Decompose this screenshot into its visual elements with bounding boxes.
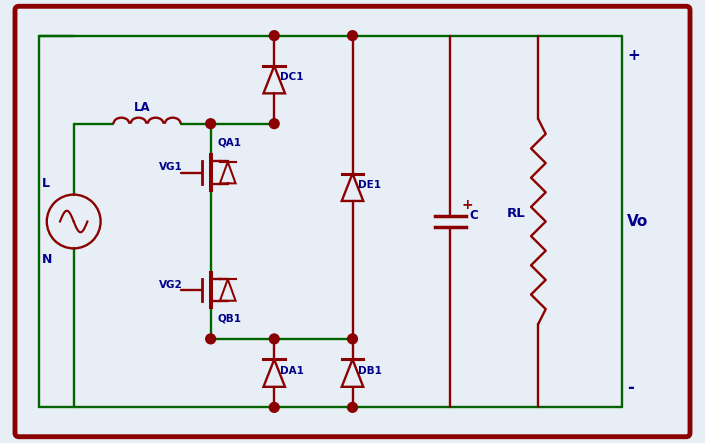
Text: QB1: QB1 bbox=[218, 314, 242, 324]
Text: Vo: Vo bbox=[627, 214, 649, 229]
Circle shape bbox=[348, 31, 357, 40]
Text: +: + bbox=[461, 198, 473, 212]
Circle shape bbox=[269, 403, 279, 412]
Text: L: L bbox=[42, 177, 50, 190]
Circle shape bbox=[269, 119, 279, 128]
Circle shape bbox=[348, 334, 357, 344]
Text: DA1: DA1 bbox=[280, 365, 304, 376]
Text: C: C bbox=[469, 209, 478, 222]
Text: DB1: DB1 bbox=[358, 365, 382, 376]
FancyBboxPatch shape bbox=[15, 6, 690, 437]
Text: N: N bbox=[42, 253, 52, 266]
Text: VG1: VG1 bbox=[159, 162, 183, 172]
Circle shape bbox=[269, 334, 279, 344]
Text: VG2: VG2 bbox=[159, 280, 183, 290]
Text: QA1: QA1 bbox=[218, 138, 242, 148]
Circle shape bbox=[269, 31, 279, 40]
Text: +: + bbox=[627, 48, 640, 63]
Circle shape bbox=[206, 334, 216, 344]
Text: -: - bbox=[627, 379, 634, 396]
Text: RL: RL bbox=[507, 206, 525, 220]
Circle shape bbox=[348, 403, 357, 412]
Text: DE1: DE1 bbox=[358, 180, 381, 190]
Circle shape bbox=[206, 119, 216, 128]
Text: DC1: DC1 bbox=[280, 72, 304, 82]
Text: LA: LA bbox=[134, 101, 150, 114]
